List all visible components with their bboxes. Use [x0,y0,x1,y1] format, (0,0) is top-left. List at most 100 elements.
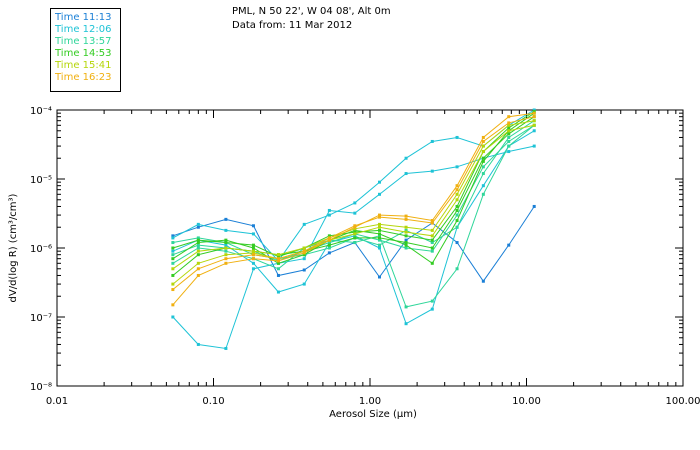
data-point [251,253,255,257]
data-point [171,234,175,238]
data-point [196,253,200,257]
data-point [430,219,434,223]
data-point [171,261,175,265]
legend-item: Time 11:13 [55,12,112,23]
data-point [455,219,459,223]
data-point [224,241,228,245]
data-point [404,217,408,221]
data-point [377,243,381,247]
data-point [507,135,511,139]
data-point [507,243,511,247]
data-point [251,267,255,271]
data-point [404,214,408,218]
legend: Time 11:13 Time 12:06 Time 13:57 Time 14… [50,8,121,92]
data-point [276,259,280,263]
data-point [327,243,331,247]
data-point [404,322,408,326]
data-point [171,249,175,253]
data-point [327,208,331,212]
data-point [430,299,434,303]
data-point [455,267,459,271]
data-point [430,246,434,250]
data-point [302,282,306,286]
data-point [171,267,175,271]
y-tick-label: 10⁻⁶ [30,244,52,255]
y-tick-label: 10⁻⁴ [30,106,52,117]
plot-frame [56,109,684,387]
data-point [276,257,280,261]
data-point [327,234,331,238]
data-point [377,192,381,196]
data-point [196,243,200,247]
data-point [302,251,306,255]
data-point [224,217,228,221]
data-point [196,238,200,242]
data-point [455,225,459,229]
data-point [224,243,228,247]
data-point [224,253,228,257]
data-point [532,144,536,148]
data-point [171,246,175,250]
data-point [327,246,331,250]
data-point [532,115,536,119]
data-point [430,234,434,238]
data-point [507,121,511,125]
data-point [171,303,175,307]
data-point [507,123,511,127]
x-tick-label: 0.10 [202,396,224,407]
data-point [377,213,381,217]
data-point [404,234,408,238]
data-point [377,275,381,279]
legend-item: Time 14:53 [55,48,112,59]
legend-item: Time 16:23 [55,72,112,83]
data-point [481,165,485,169]
data-point [404,172,408,176]
data-point [196,267,200,271]
data-point [377,238,381,242]
data-point [353,234,357,238]
data-point [196,246,200,250]
data-point [404,156,408,160]
data-point [224,228,228,232]
data-point [532,204,536,208]
data-point [532,119,536,123]
data-point [481,192,485,196]
data-point [171,288,175,292]
data-point [353,227,357,231]
data-point [196,236,200,240]
data-point [251,249,255,253]
data-point [430,139,434,143]
data-point [353,232,357,236]
x-tick-label: 0.01 [46,396,68,407]
data-point [430,221,434,225]
data-point [353,225,357,229]
data-point [455,208,459,212]
data-point [196,222,200,226]
data-point [404,246,408,250]
data-point [404,243,408,247]
data-point [327,241,331,245]
data-point [171,253,175,257]
data-point [377,234,381,238]
data-point [532,129,536,133]
data-point [302,268,306,272]
data-point [377,232,381,236]
data-point [224,257,228,261]
data-point [302,222,306,226]
data-point [455,192,459,196]
location-header: PML, N 50 22', W 04 08', Alt 0m [232,6,391,17]
data-point [481,184,485,188]
data-point [171,315,175,319]
x-tick-label: 1.00 [359,396,381,407]
data-point [455,241,459,245]
data-point [532,108,536,112]
legend-item: Time 15:41 [55,60,112,71]
data-point [171,241,175,245]
data-point [196,225,200,229]
data-point [196,249,200,253]
data-point [276,273,280,277]
data-point [353,236,357,240]
data-point [353,201,357,205]
data-point [276,267,280,271]
